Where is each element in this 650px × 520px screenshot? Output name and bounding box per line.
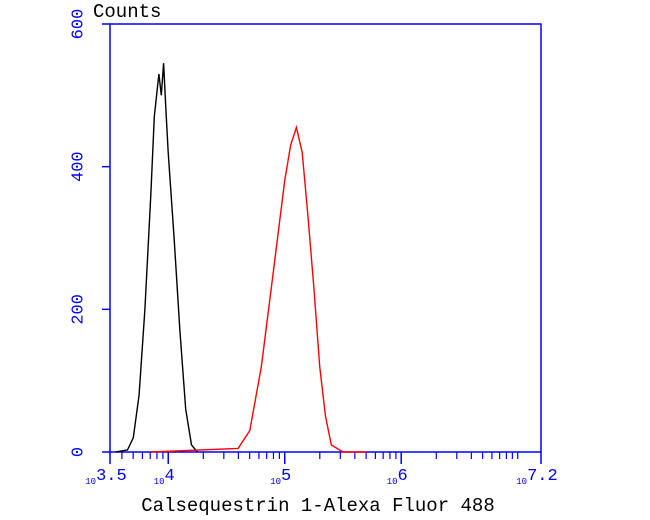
- x-tick-label: 106: [387, 467, 408, 487]
- x-tick-label: 104: [154, 467, 175, 487]
- plot-frame: [109, 23, 542, 453]
- x-tick-base: 10: [270, 477, 281, 487]
- x-tick-label: 107.2: [516, 467, 557, 487]
- x-tick-exponent: 5: [281, 467, 291, 486]
- x-tick-base: 10: [85, 477, 96, 487]
- x-tick-label: 103.5: [85, 467, 126, 487]
- x-axis-label: Calsequestrin 1-Alexa Fluor 488: [141, 495, 494, 517]
- x-tick-exponent: 7.2: [527, 467, 558, 486]
- x-tick-label: 105: [270, 467, 291, 487]
- chart-title: Counts: [93, 1, 161, 23]
- x-tick-exponent: 4: [165, 467, 175, 486]
- x-tick-base: 10: [516, 477, 527, 487]
- histogram-line: [115, 63, 198, 453]
- y-tick-label: 200: [69, 294, 88, 325]
- y-tick-label: 400: [69, 151, 88, 182]
- x-tick-base: 10: [154, 477, 165, 487]
- y-tick-label: 0: [69, 447, 88, 457]
- x-tick-exponent: 6: [398, 467, 408, 486]
- histogram-line: [150, 124, 367, 453]
- x-tick-base: 10: [387, 477, 398, 487]
- y-tick-label: 600: [69, 9, 88, 40]
- x-tick-exponent: 3.5: [96, 467, 127, 486]
